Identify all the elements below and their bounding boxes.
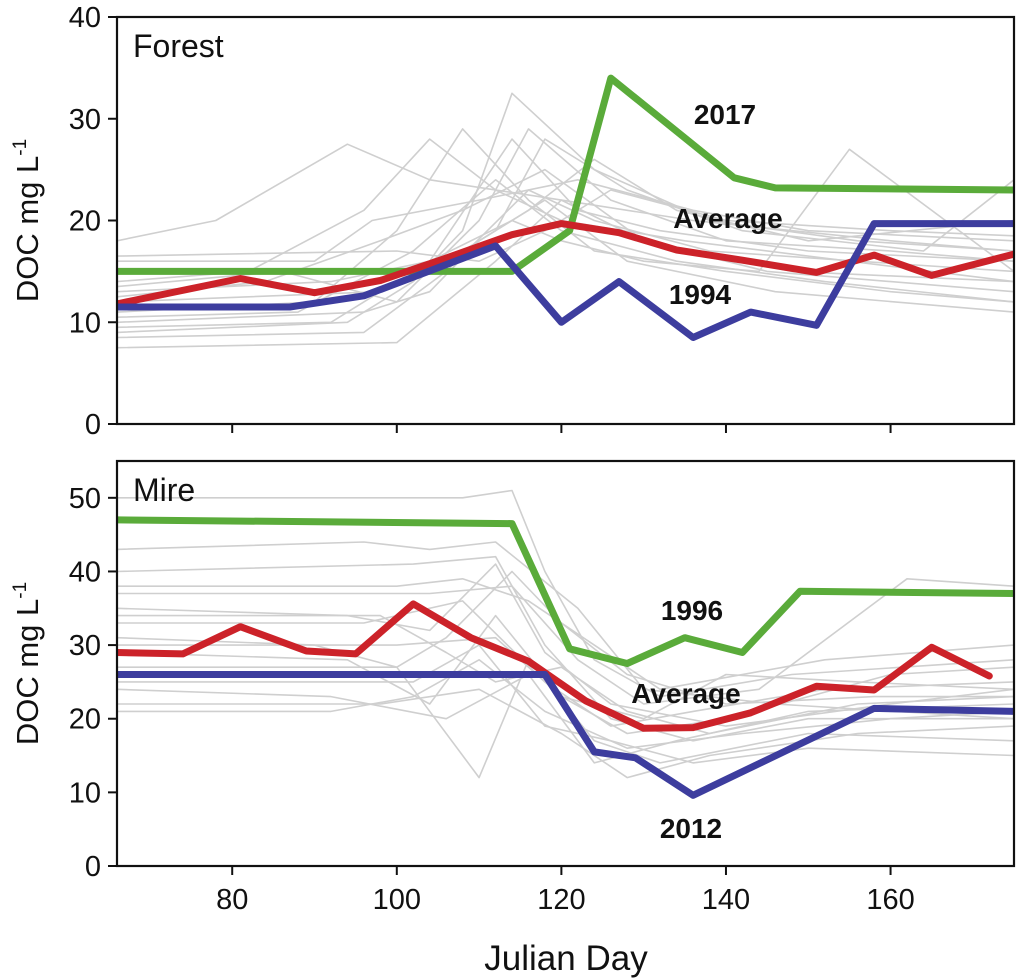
- forest-y-tick-label-0: 0: [85, 409, 101, 441]
- mire-x-tick-label-120: 120: [537, 884, 585, 916]
- forest-y-axis-title: DOC mg L-1: [10, 139, 45, 302]
- mire-background-line-11: [117, 489, 1014, 698]
- mire-series-line-2012: [117, 671, 1014, 799]
- mire-x-tick-label-100: 100: [373, 884, 421, 916]
- mire-x-tick-label-80: 80: [216, 884, 248, 916]
- mire-label-average: Average: [631, 678, 740, 709]
- mire-y-tick-label-0: 0: [85, 851, 101, 883]
- mire-background-line-3: [117, 577, 1014, 705]
- forest-plot-area: [117, 74, 1014, 349]
- mire-background-line-16: [117, 614, 1014, 735]
- mire-plot-area: [117, 489, 1014, 799]
- forest-label-2017: 2017: [694, 99, 756, 130]
- mire-plot-frame: [115, 459, 1016, 868]
- forest-series-line-2017: [117, 74, 1014, 275]
- forest-panel-title: Forest: [133, 28, 224, 64]
- forest-series-line-1994: [117, 220, 1014, 341]
- forest-y-tick-label-10: 10: [69, 307, 101, 339]
- mire-background-line-7: [117, 563, 1014, 727]
- mire-y-tick-label-10: 10: [69, 777, 101, 809]
- forest-label-average: Average: [673, 203, 782, 234]
- forest-y-tick-label-20: 20: [69, 206, 101, 238]
- x-axis-title: Julian Day: [484, 939, 648, 978]
- mire-background-line-6: [117, 555, 1014, 742]
- mire-y-axis-title: DOC mg L-1: [10, 582, 45, 745]
- mire-series-line-1996: [117, 516, 1014, 667]
- forest-y-tick-label-40: 40: [69, 2, 101, 34]
- mire-series-line-average: [117, 600, 993, 732]
- forest-background-line-11: [117, 92, 1014, 334]
- mire-panel-title: Mire: [133, 472, 195, 508]
- mire-y-tick-label-50: 50: [69, 483, 101, 515]
- mire-x-tick-label-160: 160: [866, 884, 914, 916]
- mire-x-tick-label-140: 140: [702, 884, 750, 916]
- mire-panel: 0 10 20 30 40 50 80 100 120 140 160 DOC mg L-1 Mire 1…: [10, 459, 1016, 916]
- mire-y-tick-label-40: 40: [69, 556, 101, 588]
- mire-y-tick-label-20: 20: [69, 704, 101, 736]
- mire-y-tick-label-30: 30: [69, 630, 101, 662]
- mire-label-1996: 1996: [661, 595, 723, 626]
- forest-series-line-average: [117, 220, 1014, 308]
- forest-panel: 0 10 20 30 40 DOC mg L-1 Forest 2017 Average 1994: [10, 2, 1016, 441]
- forest-background-line-7: [117, 179, 1014, 263]
- forest-label-1994: 1994: [669, 279, 732, 310]
- mire-label-2012: 2012: [660, 813, 722, 844]
- forest-background-line-1: [117, 199, 1014, 349]
- forest-y-tick-label-30: 30: [69, 104, 101, 136]
- mire-background-line-5: [117, 688, 1014, 779]
